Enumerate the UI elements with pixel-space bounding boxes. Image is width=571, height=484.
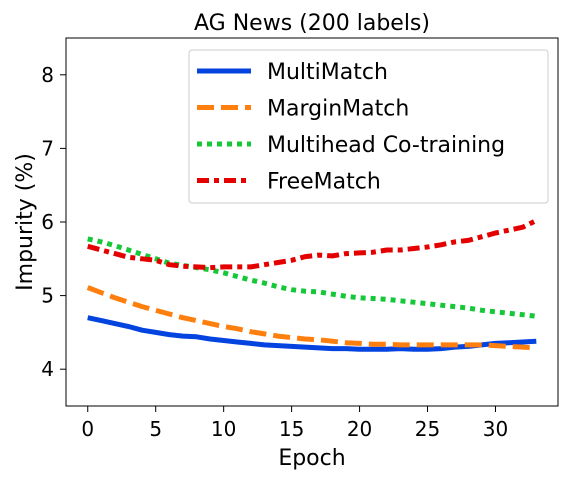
series-line-multihead-co-training xyxy=(87,236,537,319)
x-tick-label: 0 xyxy=(81,417,94,441)
legend-label: Multihead Co-training xyxy=(267,133,505,158)
legend-box xyxy=(188,49,549,204)
x-tick-label: 25 xyxy=(415,417,440,441)
plot-frame xyxy=(65,37,559,407)
series-layer xyxy=(86,218,538,352)
series-line-marginmatch xyxy=(86,285,537,351)
y-tick-label: 5 xyxy=(41,284,54,308)
y-tick-label: 8 xyxy=(41,63,54,87)
x-tick-label: 10 xyxy=(211,417,236,441)
y-tick-label: 6 xyxy=(41,210,54,234)
legend: MultiMatch MarginMatch Multihead Co-traini… xyxy=(188,49,549,204)
x-tick-label: 30 xyxy=(483,417,508,441)
legend-label: MultiMatch xyxy=(267,60,388,85)
y-tick-label: 4 xyxy=(41,357,54,381)
x-tick-label: 15 xyxy=(279,417,304,441)
x-axis-label: Epoch xyxy=(278,446,345,471)
legend-label: MarginMatch xyxy=(267,97,409,122)
x-tick-label: 20 xyxy=(347,417,372,441)
series-line-freematch xyxy=(87,218,538,271)
series-line-multimatch xyxy=(87,315,537,352)
y-tick-label: 7 xyxy=(41,136,54,160)
ticks-layer: 0 5 10 15 20 25 30 4 5 6 7 8 xyxy=(41,63,508,441)
x-tick-label: 5 xyxy=(149,417,162,441)
chart-title: AG News (200 labels) xyxy=(194,11,430,36)
y-axis-label: Impurity (%) xyxy=(13,153,38,291)
legend-label: FreeMatch xyxy=(267,170,381,195)
